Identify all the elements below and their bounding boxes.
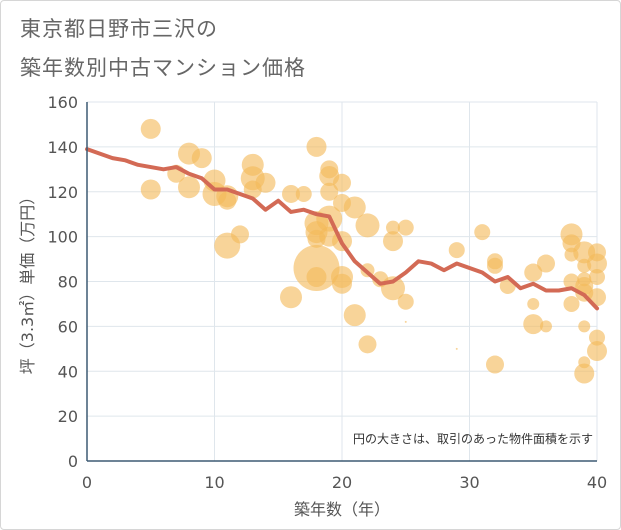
data-bubble bbox=[563, 295, 580, 312]
chart-title-line-1: 東京都日野市三沢の bbox=[20, 17, 218, 41]
data-bubble bbox=[523, 314, 544, 335]
data-bubble bbox=[355, 213, 380, 238]
y-tick-label: 100 bbox=[47, 228, 78, 247]
data-bubble bbox=[386, 220, 400, 235]
x-tick-label: 30 bbox=[459, 473, 479, 492]
data-bubble bbox=[191, 148, 212, 169]
data-bubble bbox=[589, 269, 605, 286]
data-bubble bbox=[280, 286, 302, 309]
data-bubble bbox=[231, 225, 249, 244]
data-bubble bbox=[486, 355, 504, 374]
y-tick-label: 120 bbox=[47, 183, 78, 202]
x-axis-title: 築年数（年） bbox=[294, 500, 390, 519]
data-bubble bbox=[455, 347, 458, 350]
data-bubble bbox=[527, 297, 540, 310]
data-bubble bbox=[587, 341, 607, 362]
x-tick-label: 20 bbox=[332, 473, 352, 492]
data-bubble bbox=[333, 173, 351, 192]
y-tick-label: 40 bbox=[58, 362, 78, 381]
x-tick-label: 10 bbox=[204, 473, 224, 492]
data-bubble bbox=[397, 293, 414, 310]
data-bubble bbox=[474, 224, 491, 241]
y-tick-label: 80 bbox=[58, 273, 78, 292]
y-axis-title: 坪（3.3㎡）単価（万円） bbox=[18, 189, 37, 374]
data-bubble bbox=[358, 335, 377, 354]
data-bubble bbox=[487, 257, 503, 274]
data-bubble bbox=[320, 182, 339, 201]
data-bubble bbox=[140, 179, 161, 200]
data-bubble bbox=[282, 184, 300, 203]
bubble-size-note: 円の大きさは、取引のあった物件面積を示す bbox=[353, 431, 593, 446]
y-tick-label: 20 bbox=[58, 407, 78, 426]
data-bubble bbox=[587, 253, 607, 274]
average-price-line bbox=[85, 147, 599, 311]
data-bubble bbox=[306, 136, 327, 157]
data-bubble bbox=[218, 191, 237, 210]
data-bubble bbox=[306, 267, 327, 288]
data-bubble bbox=[332, 273, 352, 294]
data-bubble bbox=[589, 329, 605, 346]
data-bubble bbox=[448, 242, 465, 259]
y-tick-label: 0 bbox=[68, 452, 78, 471]
data-bubble bbox=[178, 176, 200, 199]
chart-title-line-2: 築年数別中古マンション価格 bbox=[20, 56, 306, 80]
x-tick-label: 0 bbox=[82, 473, 92, 492]
data-bubble bbox=[397, 219, 414, 236]
data-bubble bbox=[255, 172, 276, 193]
data-bubble bbox=[295, 185, 312, 202]
data-bubble bbox=[540, 320, 552, 333]
data-bubble bbox=[578, 320, 591, 333]
y-tick-label: 160 bbox=[47, 93, 78, 112]
x-tick-label: 40 bbox=[587, 473, 607, 492]
y-tick-label: 60 bbox=[58, 317, 78, 336]
data-bubble bbox=[343, 304, 366, 327]
data-bubble bbox=[524, 263, 543, 282]
data-bubble bbox=[574, 363, 595, 384]
data-bubble bbox=[140, 118, 161, 139]
y-tick-label: 140 bbox=[47, 138, 78, 157]
data-bubble bbox=[404, 320, 407, 323]
bubble-series bbox=[140, 118, 607, 384]
data-bubble bbox=[383, 231, 403, 252]
data-bubble bbox=[343, 196, 366, 219]
data-bubble bbox=[537, 254, 555, 273]
